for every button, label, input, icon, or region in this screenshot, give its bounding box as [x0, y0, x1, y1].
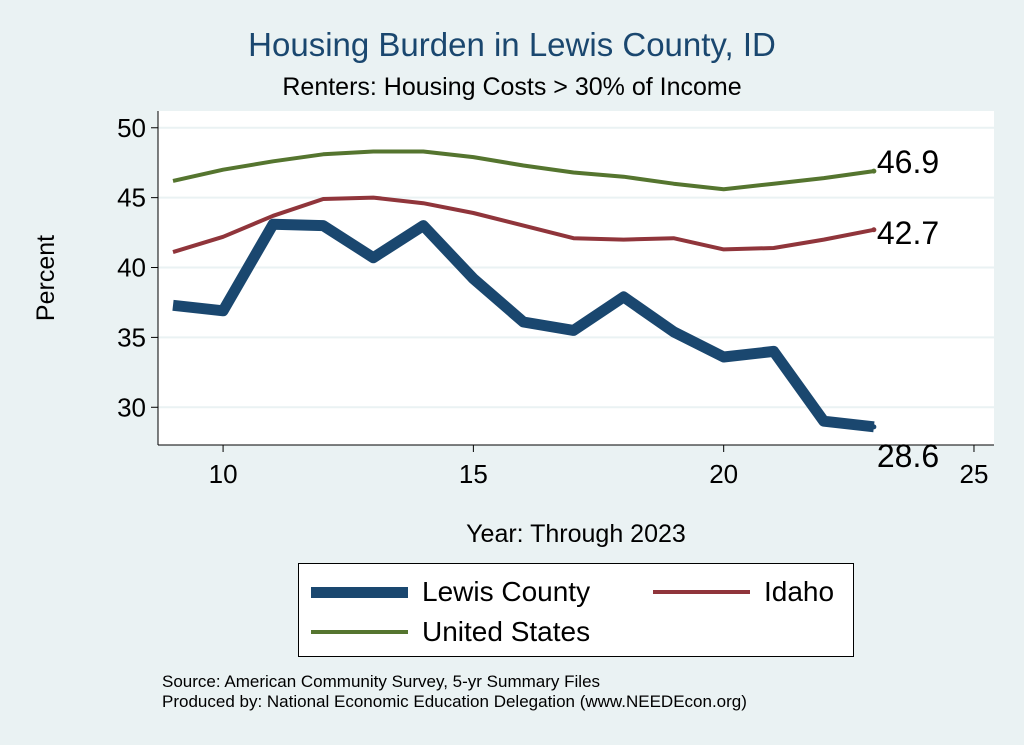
legend-label-united-states: United States	[422, 616, 591, 647]
series-end-point-idaho	[871, 227, 877, 233]
legend-item-united-states: United States	[311, 616, 590, 648]
plot-area	[158, 111, 994, 445]
end-label-lewis-county: 28.6	[877, 438, 939, 474]
y-tick-label: 40	[117, 253, 146, 283]
legend-item-idaho: Idaho	[653, 576, 834, 608]
y-tick-label: 50	[117, 113, 146, 143]
legend-label-idaho: Idaho	[764, 576, 835, 607]
end-label-idaho: 42.7	[877, 215, 939, 251]
end-label-united-states: 46.9	[877, 144, 939, 180]
series-line-idaho	[172, 195, 875, 255]
series-end-point-united-states	[871, 168, 877, 174]
x-tick-label: 25	[960, 459, 989, 489]
x-axis-title: Year: Through 2023	[466, 520, 686, 548]
x-tick-label: 20	[709, 459, 738, 489]
legend-item-lewis-county: Lewis County	[311, 576, 590, 608]
series-line-united-states	[172, 149, 875, 192]
legend-swatch-lewis-county	[311, 586, 408, 598]
legend-swatch-idaho	[653, 590, 750, 594]
source-note: Source: American Community Survey, 5-yr …	[162, 672, 747, 712]
legend-label-lewis-county: Lewis County	[422, 576, 591, 607]
chart-subtitle: Renters: Housing Costs > 30% of Income	[282, 73, 742, 101]
chart-title: Housing Burden in Lewis County, ID	[248, 26, 776, 63]
y-axis-title: Percent	[32, 235, 60, 321]
source-line: Source: American Community Survey, 5-yr …	[162, 672, 601, 691]
series-line-lewis-county	[172, 218, 875, 433]
x-tick-label: 10	[209, 459, 238, 489]
legend-swatch-united-states	[311, 630, 408, 634]
x-tick-label: 15	[459, 459, 488, 489]
chart-legend: Lewis County Idaho United States	[298, 563, 854, 657]
line-chart: 30 35 40 45 50 10 15 20 25 Year: Through 2023 Perc…	[32, 111, 994, 548]
series-end-point-lewis-county	[871, 424, 877, 430]
y-tick-label: 35	[117, 322, 146, 352]
y-tick-label: 45	[117, 183, 146, 213]
producer-line: Produced by: National Economic Education…	[162, 692, 747, 711]
y-tick-label: 30	[117, 392, 146, 422]
